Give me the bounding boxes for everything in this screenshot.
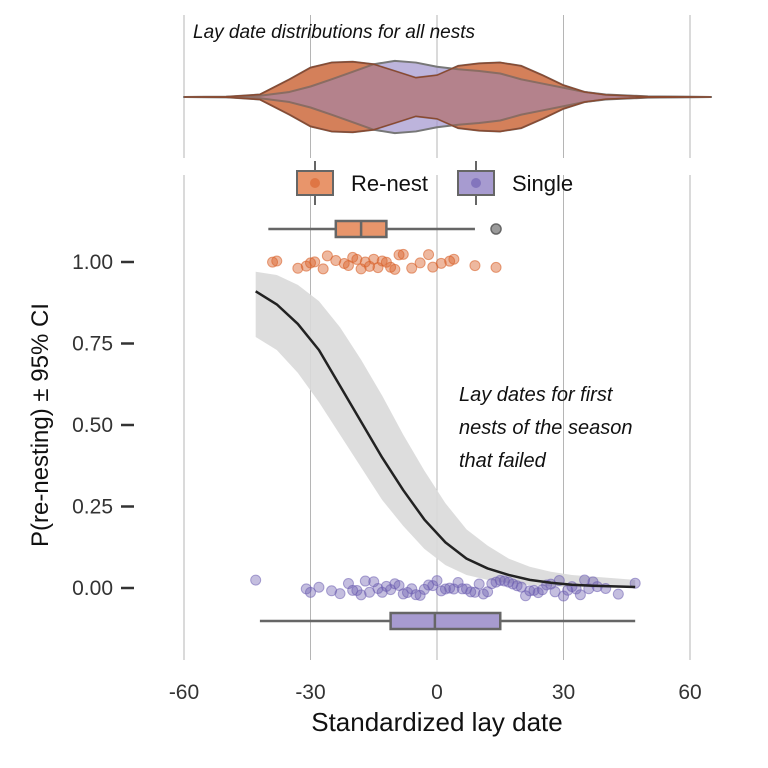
y-tick-label: 0.00	[72, 577, 113, 600]
data-point-renest	[393, 249, 405, 261]
data-point-single	[439, 583, 451, 595]
data-point-single	[334, 588, 346, 600]
logistic-fit-line	[255, 290, 636, 589]
data-point-renest	[317, 263, 329, 275]
boxplot-box-single	[389, 611, 502, 631]
data-point-single	[473, 578, 485, 590]
legend-marker-single	[471, 178, 481, 188]
x-axis: -60 -30 0 30 60	[169, 681, 702, 704]
y-axis: 0.00 0.25 0.50 0.75 1.00	[72, 251, 134, 600]
data-point-renest	[305, 257, 316, 269]
annotation-line-3: that failed	[459, 450, 547, 472]
data-point-single	[431, 575, 443, 587]
data-point-renest	[321, 250, 333, 262]
data-point-renest	[448, 253, 460, 265]
violin-panel: Lay date distributions for all nests	[183, 15, 713, 158]
data-point-renest	[397, 248, 409, 260]
data-point-renest	[292, 262, 304, 274]
data-point-single	[406, 583, 418, 595]
data-point-renest	[271, 255, 283, 267]
boxplot-layer	[259, 219, 636, 631]
data-point-single	[401, 587, 413, 599]
legend: Re-nest Single	[296, 161, 573, 205]
data-point-single	[372, 582, 384, 594]
data-point-single	[410, 589, 422, 601]
data-point-single	[414, 589, 426, 601]
data-point-renest	[351, 253, 363, 265]
data-point-renest	[309, 256, 321, 268]
data-point-single	[347, 584, 359, 596]
data-point-renest	[490, 261, 502, 273]
x-tick-label: 60	[678, 681, 701, 704]
boxplot-outlier-renest	[490, 223, 502, 235]
jitter-points-layer	[250, 248, 641, 602]
data-point-renest	[435, 257, 447, 269]
main-panel: 0.00 0.25 0.50 0.75 1.00 -60 -30 0 30 60 Re-nest…	[27, 161, 702, 737]
annotation-line-2: nests of the season	[459, 417, 632, 439]
data-point-renest	[372, 262, 384, 274]
data-point-renest	[267, 256, 279, 268]
data-point-single	[558, 590, 569, 602]
logistic-curve-layer	[255, 290, 636, 589]
violin-renest-overlay	[183, 60, 712, 134]
confidence-ribbon	[255, 271, 636, 588]
y-tick-label: 1.00	[72, 251, 113, 274]
data-point-single	[494, 574, 506, 586]
data-point-single	[423, 579, 435, 591]
data-point-renest	[469, 260, 481, 272]
data-point-single	[452, 576, 464, 588]
annotation: Lay dates for first nests of the season …	[459, 384, 632, 472]
y-axis-label: P(re-nesting) ± 95% CI	[27, 303, 54, 547]
legend-label-renest: Re-nest	[351, 171, 428, 196]
data-point-single	[511, 580, 523, 592]
data-point-single	[355, 589, 367, 601]
data-point-single	[397, 588, 409, 600]
data-point-single	[612, 588, 624, 600]
data-point-single	[465, 586, 477, 598]
data-point-renest	[423, 249, 435, 261]
data-point-single	[524, 585, 536, 597]
data-point-single	[444, 582, 456, 594]
annotation-line-1: Lay dates for first	[459, 384, 614, 406]
x-tick-label: 30	[552, 681, 575, 704]
data-point-single	[313, 581, 325, 593]
data-point-single	[351, 584, 363, 596]
x-tick-label: -60	[169, 681, 199, 704]
legend-item-single: Single	[457, 161, 573, 205]
y-tick-label: 0.50	[72, 414, 113, 437]
legend-marker-renest	[310, 178, 320, 188]
data-point-single	[250, 574, 262, 586]
data-point-single	[305, 586, 316, 598]
data-point-single	[326, 585, 338, 597]
main-gridlines	[183, 175, 691, 660]
data-point-renest	[330, 255, 342, 267]
data-point-single	[574, 589, 586, 601]
data-point-renest	[376, 255, 388, 267]
data-point-renest	[406, 262, 418, 274]
y-tick-label: 0.25	[72, 496, 113, 519]
x-axis-label: Standardized lay date	[311, 707, 563, 737]
confidence-ribbon-layer	[255, 271, 636, 588]
data-point-renest	[359, 256, 371, 268]
x-tick-label: -30	[295, 681, 325, 704]
violin-title: Lay date distributions for all nests	[193, 22, 475, 43]
y-tick-label: 0.75	[72, 333, 113, 356]
data-point-single	[376, 586, 388, 598]
data-point-single	[448, 583, 460, 595]
data-point-renest	[389, 263, 401, 275]
data-point-renest	[414, 257, 426, 269]
data-point-single	[359, 575, 371, 587]
x-tick-label: 0	[431, 681, 443, 704]
legend-label-single: Single	[512, 171, 573, 196]
violin-shapes	[183, 59, 713, 135]
legend-item-renest: Re-nest	[296, 161, 428, 205]
